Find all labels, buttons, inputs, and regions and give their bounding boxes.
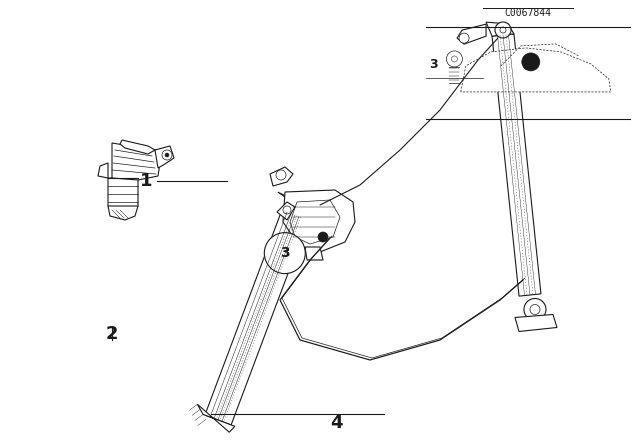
- Text: 4: 4: [330, 414, 342, 432]
- Polygon shape: [108, 206, 138, 220]
- Circle shape: [500, 27, 506, 33]
- Polygon shape: [277, 202, 295, 220]
- Polygon shape: [197, 404, 235, 432]
- Circle shape: [451, 56, 458, 62]
- Polygon shape: [112, 143, 160, 180]
- Text: C0067844: C0067844: [504, 8, 552, 17]
- Polygon shape: [205, 210, 308, 425]
- Circle shape: [495, 22, 511, 38]
- Text: 2: 2: [106, 325, 118, 343]
- Polygon shape: [283, 190, 355, 252]
- Polygon shape: [515, 314, 557, 332]
- Polygon shape: [457, 24, 486, 44]
- Circle shape: [162, 150, 172, 160]
- Circle shape: [522, 53, 540, 71]
- Polygon shape: [290, 200, 340, 244]
- Text: 3: 3: [280, 246, 290, 260]
- Circle shape: [276, 170, 286, 180]
- Polygon shape: [486, 22, 514, 36]
- Polygon shape: [492, 34, 541, 296]
- Polygon shape: [270, 167, 293, 186]
- Polygon shape: [108, 178, 138, 213]
- Circle shape: [283, 206, 291, 214]
- Text: 1: 1: [140, 172, 152, 190]
- Polygon shape: [98, 163, 108, 178]
- Circle shape: [447, 51, 463, 67]
- Circle shape: [524, 298, 546, 320]
- Polygon shape: [155, 146, 174, 168]
- Polygon shape: [461, 48, 611, 92]
- Text: 3: 3: [429, 58, 438, 72]
- Polygon shape: [305, 247, 323, 260]
- Polygon shape: [120, 140, 155, 154]
- Circle shape: [530, 305, 540, 314]
- Circle shape: [318, 232, 328, 242]
- Circle shape: [264, 233, 305, 274]
- Circle shape: [165, 153, 169, 157]
- Polygon shape: [278, 192, 308, 220]
- Circle shape: [459, 33, 469, 43]
